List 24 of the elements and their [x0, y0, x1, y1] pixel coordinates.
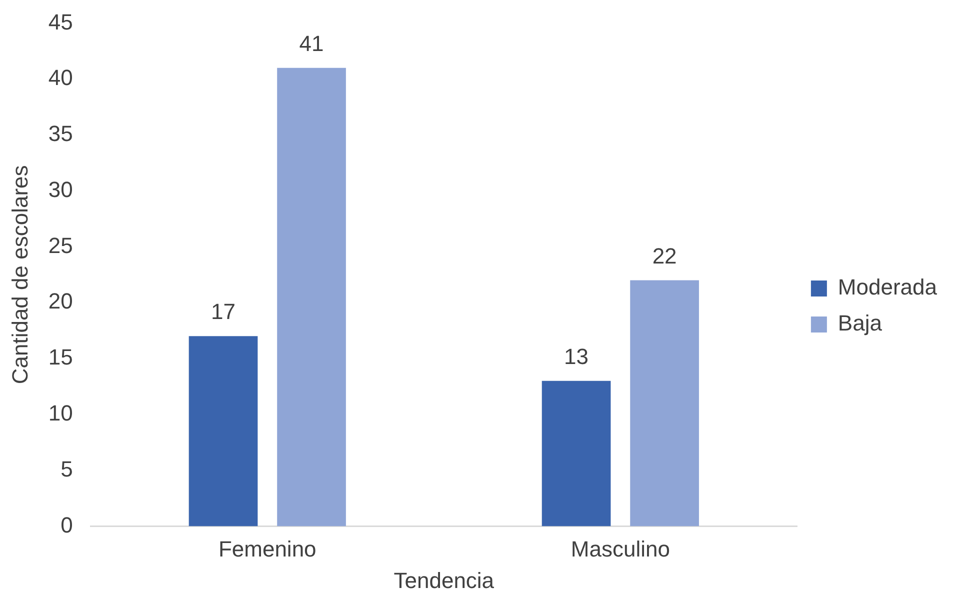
bar	[542, 380, 611, 526]
y-tick-label: 30	[48, 176, 73, 202]
data-label: 22	[652, 243, 677, 268]
data-label: 41	[299, 30, 324, 56]
legend-label: Moderada	[838, 274, 938, 300]
y-tick-label: 10	[48, 400, 73, 426]
x-axis-title: Tendencia	[394, 568, 495, 593]
y-tick-label: 35	[48, 121, 73, 146]
data-label: 13	[564, 344, 589, 369]
y-tick-label: 20	[48, 288, 73, 314]
bar	[277, 68, 346, 526]
y-tick-label: 5	[60, 456, 73, 482]
x-tick-label: Masculino	[570, 536, 670, 562]
y-tick-label: 15	[48, 344, 73, 370]
x-tick-label: Femenino	[218, 536, 316, 562]
y-tick-label: 40	[48, 65, 73, 90]
y-tick-label: 45	[48, 9, 73, 34]
bar	[188, 336, 258, 526]
data-label: 17	[211, 299, 236, 324]
y-tick-label: 0	[60, 512, 73, 538]
y-axis-title: Cantidad de escolares	[7, 165, 32, 384]
y-tick-label: 25	[48, 232, 73, 258]
bar	[630, 280, 699, 526]
legend-label: Baja	[838, 310, 883, 336]
